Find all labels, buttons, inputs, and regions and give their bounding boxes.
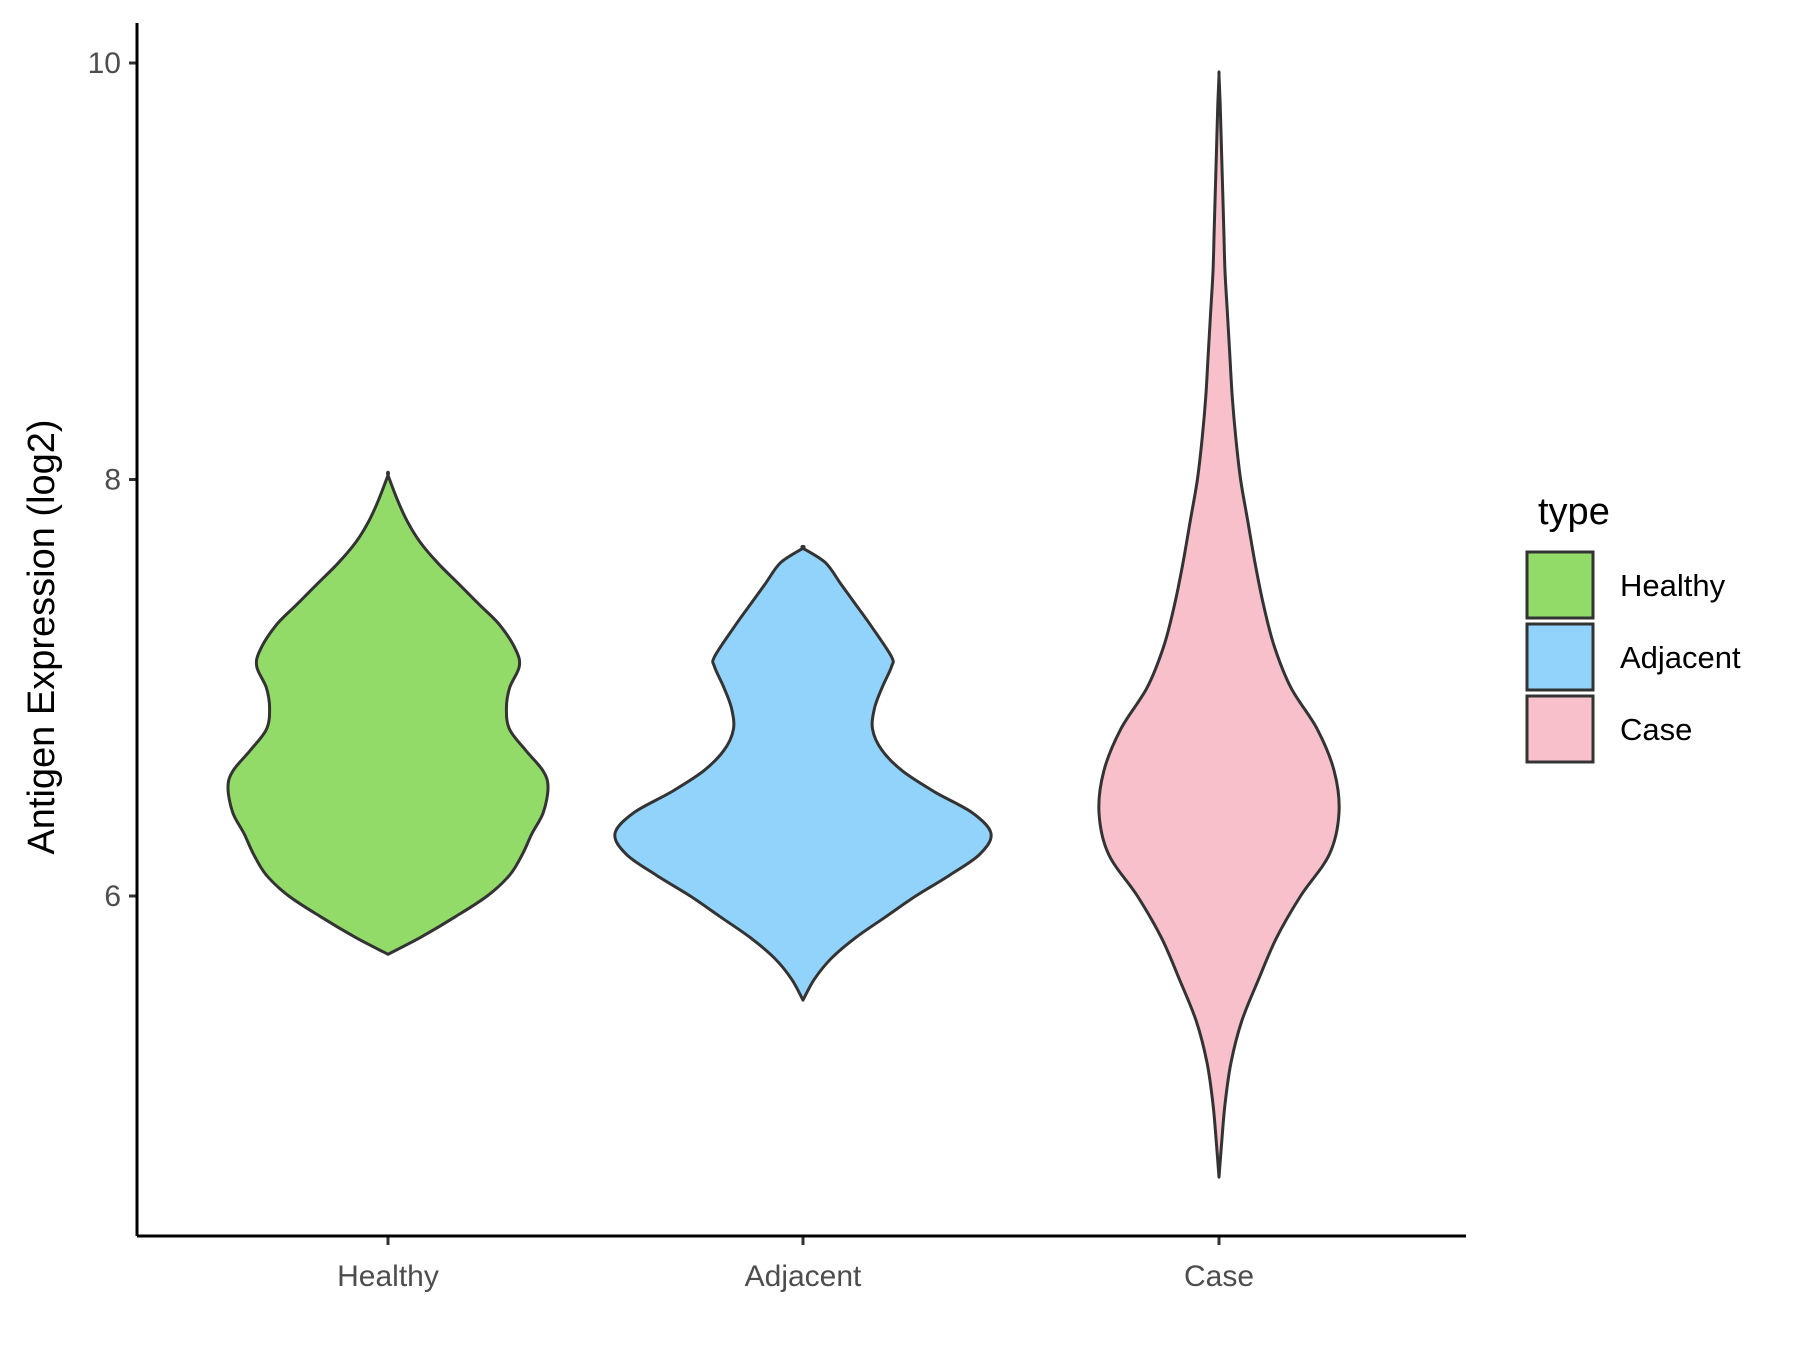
- legend-swatch-case: [1525, 694, 1595, 764]
- violin-case: [1097, 70, 1341, 1179]
- violin-healthy: [226, 470, 550, 956]
- legend-label-case: Case: [1620, 712, 1692, 747]
- x-tick-label: Case: [1184, 1260, 1254, 1293]
- violin-adjacent: [613, 544, 993, 1002]
- y-tick-label: 10: [88, 47, 121, 80]
- y-axis-title: Antigen Expression (log2): [21, 419, 63, 854]
- violin-layer: [226, 70, 1341, 1179]
- legend-swatch-healthy: [1525, 550, 1595, 620]
- y-axis-ticks: 6 8 10: [88, 47, 137, 913]
- x-tick-label: Adjacent: [745, 1260, 862, 1293]
- y-tick-label: 6: [104, 880, 121, 913]
- x-tick-label: Healthy: [337, 1260, 439, 1293]
- legend-label-healthy: Healthy: [1620, 568, 1726, 603]
- legend-swatch-adjacent: [1525, 622, 1595, 692]
- legend: type Healthy Adjacent Case: [1525, 491, 1741, 764]
- legend-label-adjacent: Adjacent: [1620, 640, 1741, 675]
- x-axis-ticks: Healthy Adjacent Case: [337, 1236, 1254, 1293]
- legend-items: Healthy Adjacent Case: [1525, 550, 1741, 764]
- y-tick-label: 8: [104, 464, 121, 497]
- legend-title: type: [1538, 491, 1610, 533]
